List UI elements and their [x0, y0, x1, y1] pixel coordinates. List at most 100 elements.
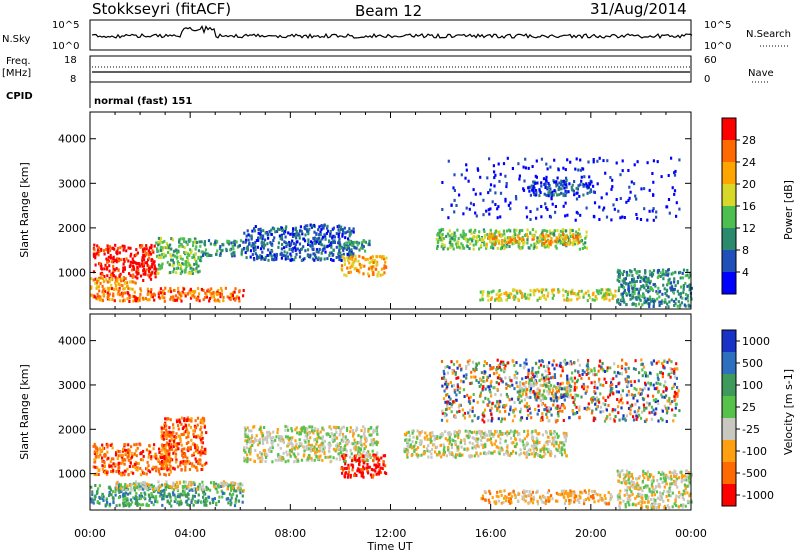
scatter-cell: [200, 255, 203, 259]
scatter-cell: [434, 450, 437, 454]
scatter-cell: [281, 253, 284, 257]
scatter-cell: [189, 248, 192, 252]
scatter-cell: [345, 245, 348, 249]
scatter-cell: [548, 229, 551, 233]
scatter-cell: [505, 291, 508, 295]
scatter-cell: [289, 448, 292, 452]
scatter-cell: [123, 298, 126, 302]
scatter-cell: [480, 443, 483, 447]
scatter-cell: [290, 447, 294, 451]
scatter-cell: [204, 447, 207, 451]
scatter-cell: [604, 295, 607, 299]
scatter-cell: [672, 291, 675, 295]
scatter-cell: [517, 297, 520, 301]
scatter-cell: [202, 421, 205, 425]
scatter-cell: [100, 248, 103, 252]
scatter-cell: [374, 429, 377, 433]
scatter-cell: [545, 396, 548, 400]
scatter-cell: [102, 292, 106, 296]
scatter-cell: [294, 255, 297, 259]
scatter-cell: [163, 454, 166, 458]
scatter-cell: [136, 267, 139, 271]
scatter-cell: [250, 237, 253, 241]
scatter-cell: [157, 267, 160, 271]
scatter-cell: [363, 264, 366, 268]
scatter-cell: [201, 436, 204, 440]
scatter-cell: [347, 472, 350, 476]
scatter-cell: [137, 271, 140, 275]
scatter-cell: [221, 495, 224, 499]
scatter-cell: [159, 264, 162, 268]
scatter-cell: [239, 239, 243, 243]
scatter-cell: [689, 284, 692, 288]
scatter-cell: [304, 440, 307, 444]
scatter-cell: [479, 192, 482, 196]
scatter-cell: [631, 293, 634, 297]
scatter-cell: [185, 240, 188, 244]
scatter-cell: [497, 450, 500, 454]
scatter-cell: [354, 429, 357, 433]
scatter-cell: [297, 452, 300, 456]
scatter-cell: [450, 232, 454, 236]
scatter-cell: [164, 286, 167, 290]
colorbar-swatch: [722, 250, 736, 272]
scatter-cell: [139, 466, 142, 470]
scatter-cell: [565, 242, 568, 246]
scatter-cell: [507, 294, 510, 298]
scatter-cell: [141, 469, 144, 473]
scatter-cell: [143, 472, 146, 475]
scatter-cell: [454, 234, 457, 238]
scatter-cell: [522, 187, 525, 191]
scatter-cell: [652, 218, 655, 222]
scatter-cell: [166, 417, 169, 421]
scatter-cell: [163, 292, 166, 296]
scatter-cell: [532, 188, 535, 192]
colorbar-swatch: [722, 228, 736, 250]
scatter-cell: [215, 299, 218, 303]
scatter-cell: [625, 293, 628, 297]
scatter-cell: [497, 446, 500, 450]
scatter-cell: [160, 434, 163, 438]
scatter-cell: [562, 166, 565, 170]
scatter-cell: [645, 283, 648, 287]
noise-left-label: N.Sky: [2, 34, 30, 45]
scatter-cell: [174, 486, 177, 490]
scatter-cell: [504, 197, 507, 201]
scatter-cell: [133, 452, 136, 456]
scatter-cell: [453, 173, 456, 177]
scatter-cell: [280, 439, 283, 443]
scatter-cell: [287, 428, 290, 432]
scatter-cell: [167, 251, 170, 254]
scatter-cell: [122, 458, 125, 462]
scatter-cell: [455, 453, 458, 457]
scatter-cell: [332, 240, 335, 244]
scatter-cell: [450, 443, 453, 447]
scatter-cell: [362, 432, 366, 436]
scatter-cell: [246, 246, 249, 250]
colorbar-swatch: [722, 140, 736, 162]
scatter-cell: [659, 271, 662, 275]
scatter-cell: [161, 455, 164, 458]
scatter-cell: [456, 228, 459, 232]
scatter-cell: [602, 208, 605, 212]
scatter-cell: [323, 224, 326, 228]
scatter-cell: [431, 431, 434, 435]
scatter-cell: [328, 425, 331, 429]
scatter-cell: [147, 273, 150, 277]
scatter-cell: [237, 488, 240, 492]
scatter-cell: [165, 436, 168, 440]
scatter-cell: [487, 208, 490, 212]
scatter-cell: [176, 296, 179, 300]
scatter-cell: [569, 228, 572, 232]
scatter-cell: [377, 270, 380, 274]
scatter-cell: [455, 204, 458, 207]
scatter-cell: [472, 188, 475, 192]
scatter-cell: [571, 288, 574, 292]
scatter-cell: [332, 248, 335, 252]
scatter-cell: [247, 238, 250, 242]
scatter-cell: [553, 180, 556, 184]
scatter-cell: [186, 456, 189, 460]
scatter-cell: [530, 452, 533, 456]
scatter-cell: [643, 278, 646, 282]
